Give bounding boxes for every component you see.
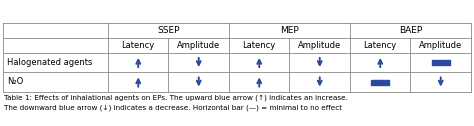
Text: Latency: Latency <box>243 41 276 50</box>
Text: Amplitude: Amplitude <box>298 41 341 50</box>
Text: Latency: Latency <box>364 41 397 50</box>
Text: MEP: MEP <box>280 26 299 35</box>
Text: Amplitude: Amplitude <box>177 41 220 50</box>
Text: Table 1: Effects of inhalational agents on EPs. The upward blue arrow (↑) indica: Table 1: Effects of inhalational agents … <box>4 94 348 101</box>
Text: Halogenated agents: Halogenated agents <box>7 58 92 67</box>
Text: Amplitude: Amplitude <box>419 41 462 50</box>
Bar <box>371 80 389 85</box>
Text: BAEP: BAEP <box>399 26 422 35</box>
Text: N₂O: N₂O <box>7 77 23 87</box>
Text: The downward blue arrow (↓) indicates a decrease. Horizontal bar (—) = minimal t: The downward blue arrow (↓) indicates a … <box>4 104 342 111</box>
Text: Latency: Latency <box>122 41 155 50</box>
Text: SSEP: SSEP <box>157 26 180 35</box>
Bar <box>432 60 450 65</box>
